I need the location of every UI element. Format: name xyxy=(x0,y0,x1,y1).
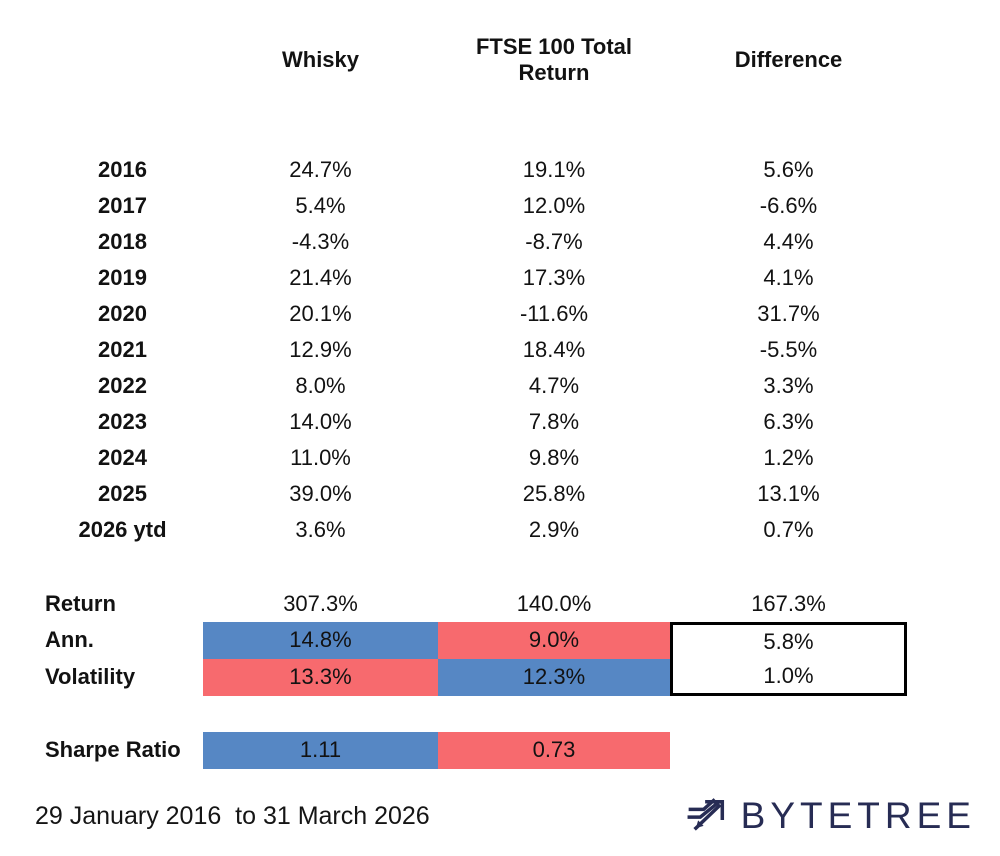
table-row: 2019 21.4% 17.3% 4.1% xyxy=(0,260,907,296)
summary-rows: Return 307.3% 140.0% 167.3% Ann. 14.8% 9… xyxy=(0,586,907,696)
whisky-value: 11.0% xyxy=(290,444,351,470)
return-label: Return xyxy=(45,590,116,616)
whisky-value: 3.6% xyxy=(295,516,346,542)
annualised-ftse-highlight-cell: 9.0% xyxy=(438,622,670,659)
bytetree-logo: BYTETREE xyxy=(685,794,976,838)
year-label: 2021 xyxy=(98,336,147,362)
difference-value: 31.7% xyxy=(757,300,820,326)
col-header-whisky: Whisky xyxy=(281,46,360,72)
year-label: 2018 xyxy=(98,228,147,254)
bytetree-arrow-icon xyxy=(685,794,731,838)
table-row: 2022 8.0% 4.7% 3.3% xyxy=(0,368,907,404)
table-row: 2025 39.0% 25.8% 13.1% xyxy=(0,476,907,512)
table-row: 2021 12.9% 18.4% -5.5% xyxy=(0,332,907,368)
difference-value: -5.5% xyxy=(759,336,818,362)
ftse-value: 9.8% xyxy=(528,444,580,470)
date-range: 29 January 2016 to 31 March 2026 xyxy=(35,801,430,830)
annualised-label: Ann. xyxy=(45,627,94,653)
difference-value: 5.6% xyxy=(763,156,814,182)
year-label: 2026 ytd xyxy=(78,516,167,542)
ftse-value: 7.8% xyxy=(528,408,580,434)
whisky-value: -4.3% xyxy=(291,228,350,254)
volatility-ftse-highlight-cell: 12.3% xyxy=(438,659,670,696)
table-row: 2024 11.0% 9.8% 1.2% xyxy=(0,440,907,476)
footer: 29 January 2016 to 31 March 2026 BYTETRE… xyxy=(35,788,976,844)
table-row: 2023 14.0% 7.8% 6.3% xyxy=(0,404,907,440)
volatility-difference-boxed-cell: 1.0% xyxy=(670,659,907,696)
table-row: 2026 ytd 3.6% 2.9% 0.7% xyxy=(0,512,907,548)
whisky-value: 21.4% xyxy=(289,264,352,290)
ftse-value: -11.6% xyxy=(519,300,589,326)
ftse-value: 18.4% xyxy=(522,336,586,362)
difference-value: 3.3% xyxy=(763,372,814,398)
ftse-value: 4.7% xyxy=(528,372,580,398)
table-row: 2018 -4.3% -8.7% 4.4% xyxy=(0,224,907,260)
whisky-value: 24.7% xyxy=(289,156,352,182)
difference-value: -6.6% xyxy=(759,192,818,218)
year-label: 2024 xyxy=(98,444,147,470)
table-row: 2016 24.7% 19.1% 5.6% xyxy=(0,152,907,188)
table-row: 2020 20.1% -11.6% 31.7% xyxy=(0,296,907,332)
volatility-row: Volatility 13.3% 12.3% 1.0% xyxy=(0,659,907,696)
col-header-ftse: FTSE 100 Total Return xyxy=(475,33,633,85)
whisky-value: 5.4% xyxy=(295,192,346,218)
ftse-value: 19.1% xyxy=(522,156,586,182)
year-label: 2023 xyxy=(98,408,147,434)
difference-value: 4.1% xyxy=(763,264,814,290)
whisky-value: 20.1% xyxy=(289,300,352,326)
year-label: 2016 xyxy=(98,156,147,182)
ftse-value: 2.9% xyxy=(528,516,580,542)
year-label: 2020 xyxy=(98,300,147,326)
annualised-whisky-highlight-cell: 14.8% xyxy=(203,622,438,659)
return-row: Return 307.3% 140.0% 167.3% xyxy=(0,586,907,622)
difference-value: 1.2% xyxy=(763,444,814,470)
difference-value: 6.3% xyxy=(763,408,814,434)
whisky-value: 39.0% xyxy=(289,480,352,506)
table-header: Whisky FTSE 100 Total Return Difference xyxy=(0,24,907,96)
difference-value: 4.4% xyxy=(763,228,814,254)
year-label: 2025 xyxy=(98,480,147,506)
return-difference-value: 167.3% xyxy=(751,590,826,616)
difference-value: 0.7% xyxy=(763,516,814,542)
year-label: 2017 xyxy=(98,192,147,218)
col-header-difference: Difference xyxy=(734,46,843,72)
annualised-row: Ann. 14.8% 9.0% 5.8% xyxy=(0,622,907,659)
sharpe-ratio-row: Sharpe Ratio 1.11 0.73 xyxy=(0,732,907,769)
sharpe-whisky-highlight-cell: 1.11 xyxy=(203,732,438,769)
whisky-value: 8.0% xyxy=(295,372,346,398)
ftse-value: 17.3% xyxy=(522,264,586,290)
year-label: 2022 xyxy=(98,372,147,398)
return-whisky-value: 307.3% xyxy=(283,590,358,616)
volatility-whisky-highlight-cell: 13.3% xyxy=(203,659,438,696)
bytetree-wordmark: BYTETREE xyxy=(740,795,976,836)
whisky-value: 14.0% xyxy=(289,408,352,434)
sharpe-ftse-highlight-cell: 0.73 xyxy=(438,732,670,769)
table-row: 2017 5.4% 12.0% -6.6% xyxy=(0,188,907,224)
year-rows: 2016 24.7% 19.1% 5.6% 2017 5.4% 12.0% -6… xyxy=(0,152,907,548)
volatility-label: Volatility xyxy=(45,664,136,690)
annualised-difference-boxed-cell: 5.8% xyxy=(670,622,907,659)
difference-value: 13.1% xyxy=(757,480,820,506)
return-ftse-value: 140.0% xyxy=(516,590,592,616)
whisky-value: 12.9% xyxy=(289,336,352,362)
year-label: 2019 xyxy=(98,264,147,290)
ftse-value: -8.7% xyxy=(525,228,583,254)
ftse-value: 12.0% xyxy=(522,192,586,218)
ftse-value: 25.8% xyxy=(522,480,586,506)
sharpe-ratio-label: Sharpe Ratio xyxy=(45,737,181,763)
